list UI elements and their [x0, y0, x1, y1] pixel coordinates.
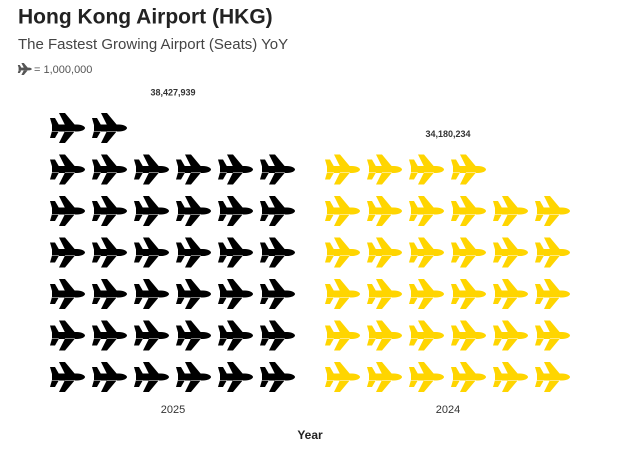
icon — [92, 237, 127, 268]
icon — [92, 113, 127, 143]
icon — [325, 237, 360, 268]
icon — [367, 362, 402, 392]
icon — [218, 196, 253, 226]
icon — [493, 320, 528, 351]
icon — [367, 154, 402, 185]
icon — [409, 196, 444, 226]
icon — [218, 279, 253, 309]
icon — [535, 196, 570, 226]
icon — [260, 362, 295, 392]
icon — [493, 279, 528, 309]
icon — [176, 279, 211, 309]
icon — [176, 320, 211, 351]
icon — [367, 320, 402, 351]
icon — [451, 196, 486, 226]
icon — [535, 279, 570, 309]
icon — [493, 237, 528, 268]
icon — [50, 279, 85, 309]
icon — [409, 154, 444, 185]
icon — [260, 196, 295, 226]
icon — [535, 237, 570, 268]
icon — [50, 113, 85, 143]
icon — [134, 279, 169, 309]
icon — [451, 362, 486, 392]
icon — [50, 196, 85, 226]
chart-title: Hong Kong Airport (HKG) — [18, 6, 273, 29]
icon — [451, 154, 486, 185]
icon — [92, 362, 127, 392]
icon — [409, 237, 444, 268]
icon — [260, 279, 295, 309]
icon — [325, 196, 360, 226]
icon — [176, 362, 211, 392]
value-label: 34,180,234 — [425, 129, 470, 139]
icon — [176, 237, 211, 268]
icon — [367, 196, 402, 226]
icon — [50, 154, 85, 185]
chart-subtitle: The Fastest Growing Airport (Seats) YoY — [18, 36, 288, 53]
icon — [50, 362, 85, 392]
icon — [134, 237, 169, 268]
icon — [260, 154, 295, 185]
legend-label: = 1,000,000 — [34, 64, 92, 76]
icon — [260, 320, 295, 351]
icon — [50, 320, 85, 351]
icon — [134, 320, 169, 351]
x-tick-label: 2025 — [161, 404, 185, 416]
icon — [218, 154, 253, 185]
icon — [535, 320, 570, 351]
x-axis-label: Year — [297, 428, 323, 442]
icon — [493, 362, 528, 392]
icon — [451, 279, 486, 309]
icon — [409, 320, 444, 351]
icon — [535, 362, 570, 392]
icon — [325, 154, 360, 185]
icon — [50, 237, 85, 268]
value-label: 38,427,939 — [150, 87, 195, 97]
icon-partial — [134, 113, 169, 143]
icon — [92, 279, 127, 309]
icon — [493, 196, 528, 226]
icon — [134, 196, 169, 226]
icon — [451, 320, 486, 351]
icon — [367, 237, 402, 268]
icon — [325, 279, 360, 309]
icon — [134, 362, 169, 392]
x-tick-label: 2024 — [436, 404, 460, 416]
icon — [92, 196, 127, 226]
icon — [218, 362, 253, 392]
legend-icon — [17, 63, 32, 75]
icon — [325, 320, 360, 351]
icon — [367, 279, 402, 309]
icon — [92, 320, 127, 351]
icon — [176, 154, 211, 185]
icon — [409, 279, 444, 309]
icon — [409, 362, 444, 392]
icon — [92, 154, 127, 185]
icon — [218, 237, 253, 268]
icon — [325, 362, 360, 392]
icon — [260, 237, 295, 268]
icon-partial — [493, 155, 528, 185]
icon — [176, 196, 211, 226]
icon — [134, 154, 169, 185]
icon — [451, 237, 486, 268]
icon — [218, 320, 253, 351]
